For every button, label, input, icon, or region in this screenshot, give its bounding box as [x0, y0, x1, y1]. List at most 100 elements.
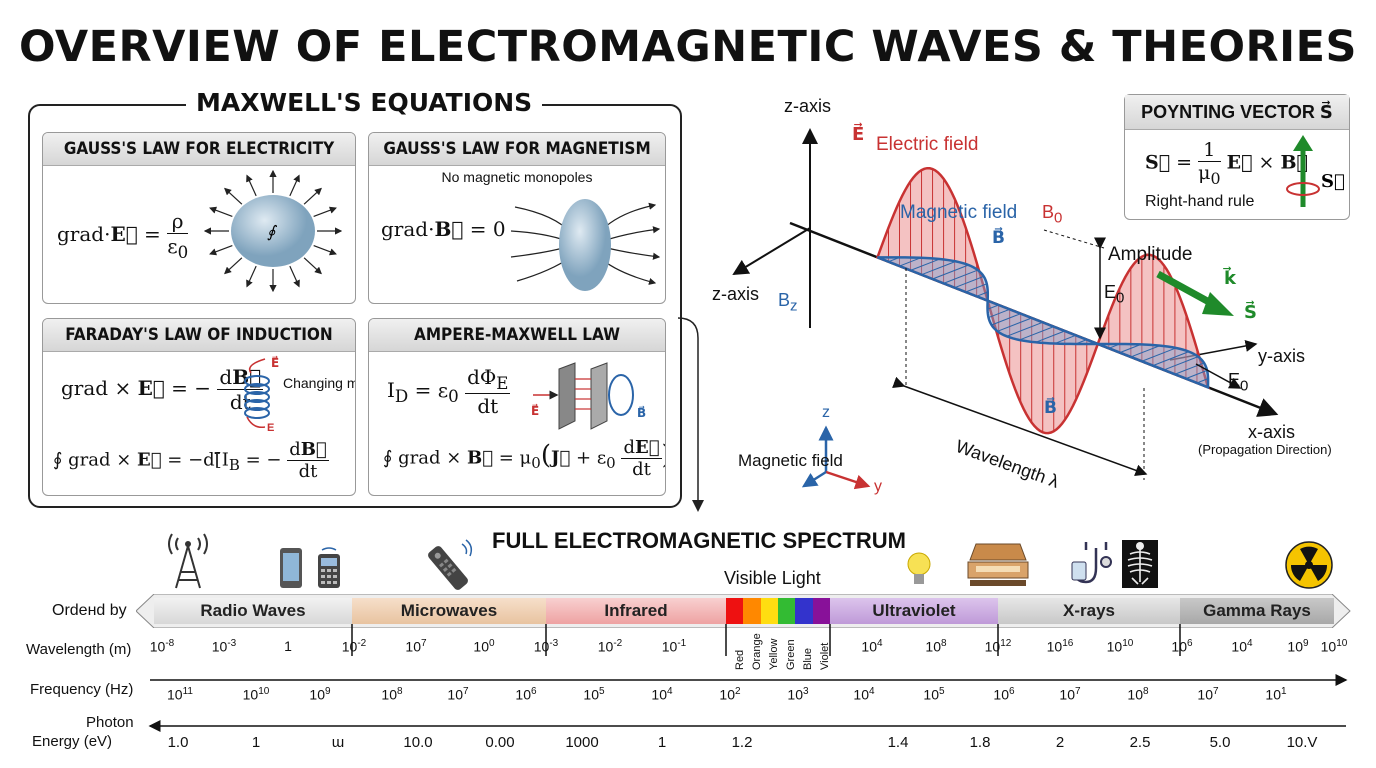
energy-tick: 10.0	[403, 734, 433, 751]
energy-tick: 5.0	[1209, 734, 1231, 751]
gauss-electricity-equation: grad·E⃗ = ρ ε0	[57, 209, 189, 262]
magnetic-field-vector	[943, 269, 978, 284]
energy-tick: 1	[657, 734, 667, 751]
energy-tick: 0.00	[485, 734, 515, 751]
frequency-tick: 107	[447, 686, 469, 703]
frequency-tick: 1010	[242, 686, 270, 703]
b-vector-symbol-top: B⃗	[992, 228, 1005, 247]
magnetic-field-vector	[1163, 356, 1199, 371]
svg-text:S⃗: S⃗	[1321, 171, 1345, 192]
e-vector-symbol: E⃗	[852, 124, 865, 144]
phones-icon	[280, 547, 340, 588]
wavelength-tick: 108	[925, 638, 947, 655]
z-axis-left-label: z-axis	[712, 284, 760, 304]
magnetic-field-vector	[987, 304, 999, 310]
wavelength-tick: 10-3	[211, 638, 237, 655]
field-line	[209, 244, 233, 256]
band-ultraviolet: Ultraviolet	[830, 598, 998, 624]
svg-text:∮: ∮	[267, 222, 278, 241]
visible-light-label: Visible Light	[724, 568, 821, 588]
band-radio-waves: Radio Waves	[154, 598, 352, 624]
b-vector-symbol-bottom: B⃗	[1044, 398, 1057, 417]
electric-field-sphere-icon: ∮	[203, 169, 343, 293]
coil-icon: E⃗ E	[244, 356, 279, 433]
energy-tick: 2.5	[1129, 734, 1151, 751]
energy-tick: 1.0	[167, 734, 189, 751]
wavelength-tick: 100	[473, 638, 495, 655]
magnetic-field-vector	[1130, 345, 1161, 358]
wavelength-tick: 1016	[1046, 638, 1074, 655]
magnetic-field-vector	[965, 283, 987, 293]
ampere-displacement-equation: ID = ε0 dΦE dt	[387, 365, 511, 418]
faraday-equation: grad × E⃗ = − dB⃗ dt	[61, 365, 264, 414]
no-monopoles-note: No magnetic monopoles	[441, 169, 593, 185]
energy-tick: 1	[251, 734, 261, 751]
spectrum-title: FULL ELECTROMAGNETIC SPECTRUM	[492, 528, 906, 553]
faraday-panel: FARADAY'S LAW OF INDUCTION grad × E⃗ = −…	[42, 318, 356, 496]
mini-y-label: y	[874, 478, 882, 495]
right-hand-rule-icon: S⃗	[1286, 135, 1345, 207]
magnetic-field-vector	[888, 256, 900, 263]
ampere-title: AMPERE-MAXWELL LAW	[369, 319, 665, 352]
energy-tick: 1.8	[969, 734, 991, 751]
magnetic-field-vector	[1075, 339, 1087, 345]
energy-tick: 10.V	[1286, 734, 1318, 751]
electric-field-label: Electric field	[876, 134, 979, 155]
magnetic-field-vector	[1035, 330, 1065, 343]
radio-tower-icon	[168, 533, 208, 589]
radiation-icon	[1285, 541, 1333, 589]
band-gamma-rays: Gamma Rays	[1180, 598, 1334, 624]
svg-text:E⃗: E⃗	[271, 356, 279, 370]
wavelength-tick: 1	[284, 638, 292, 654]
svg-text:B⃗: B⃗	[637, 406, 646, 420]
poynting-title: POYNTING VECTOR S⃗	[1125, 95, 1349, 130]
field-line	[313, 206, 337, 218]
frequency-tick: 109	[309, 686, 331, 703]
magnetic-ellipsoid-icon	[510, 199, 661, 291]
energy-tick: 1000	[565, 734, 599, 751]
ordered-by-label: Ordeнd by	[52, 602, 127, 619]
photon-row-label: Photon	[86, 714, 134, 731]
magnetic-field-vector	[1119, 343, 1142, 354]
poynting-vector-box: POYNTING VECTOR S⃗ S⃗ = 1 μ0 E⃗ × B⃗ Righ…	[1124, 94, 1350, 220]
wavelength-tick: 10-3	[533, 638, 559, 655]
magnetic-field-vector	[1152, 351, 1190, 367]
magnetic-field-vector	[991, 313, 1021, 326]
frequency-tick: 104	[651, 686, 673, 703]
magnetic-field-vector	[997, 317, 1032, 332]
wavelength-tick: 1012	[984, 638, 1012, 655]
magnetic-field-vector	[954, 275, 984, 289]
energy-tick: 1.2	[731, 734, 753, 751]
gauss-magnetism-equation: grad·B⃗ = 0	[381, 217, 506, 241]
magnetic-field-vector	[932, 264, 969, 280]
e0-label: E0	[1104, 282, 1125, 307]
tanning-bed-icon	[967, 543, 1029, 586]
energy-row-label: Energy (eV)	[32, 733, 113, 750]
gauss-magnetism-title: GAUSS'S LAW FOR MAGNETISM	[369, 133, 665, 166]
energy-tick: 1.4	[887, 734, 909, 751]
frequency-tick: 101	[1265, 686, 1287, 703]
wavelength-tick: 10-2	[597, 638, 623, 655]
capacitor-icon: E⃗ B⃗	[531, 362, 646, 430]
wavelength-tick: 104	[861, 638, 883, 655]
band-visible-strip	[726, 598, 830, 624]
wavelength-tick: 107	[405, 638, 427, 655]
s-vector-symbol: S⃗	[1244, 302, 1257, 322]
wavelength-tick: 10-1	[661, 638, 687, 655]
frequency-tick: 102	[719, 686, 741, 703]
frequency-tick: 107	[1197, 686, 1219, 703]
field-line	[209, 206, 233, 218]
changing-magnetic-note: Changing magnetic	[283, 375, 355, 391]
band-microwaves: Microwaves	[352, 598, 546, 624]
magnetic-field-vector	[1019, 326, 1054, 341]
ampere-panel: AMPERE-MAXWELL LAW ID = ε0 dΦE dt ∮ grad …	[368, 318, 666, 496]
field-line	[289, 265, 300, 288]
frequency-tick: 104	[853, 686, 875, 703]
magnetic-field-vector	[921, 260, 956, 276]
frequency-tick: 103	[787, 686, 809, 703]
right-hand-rule-label: Right-hand rule	[1145, 193, 1255, 210]
field-line	[289, 174, 300, 197]
wavelength-tick: 109	[1287, 638, 1309, 655]
frequency-tick: 106	[515, 686, 537, 703]
